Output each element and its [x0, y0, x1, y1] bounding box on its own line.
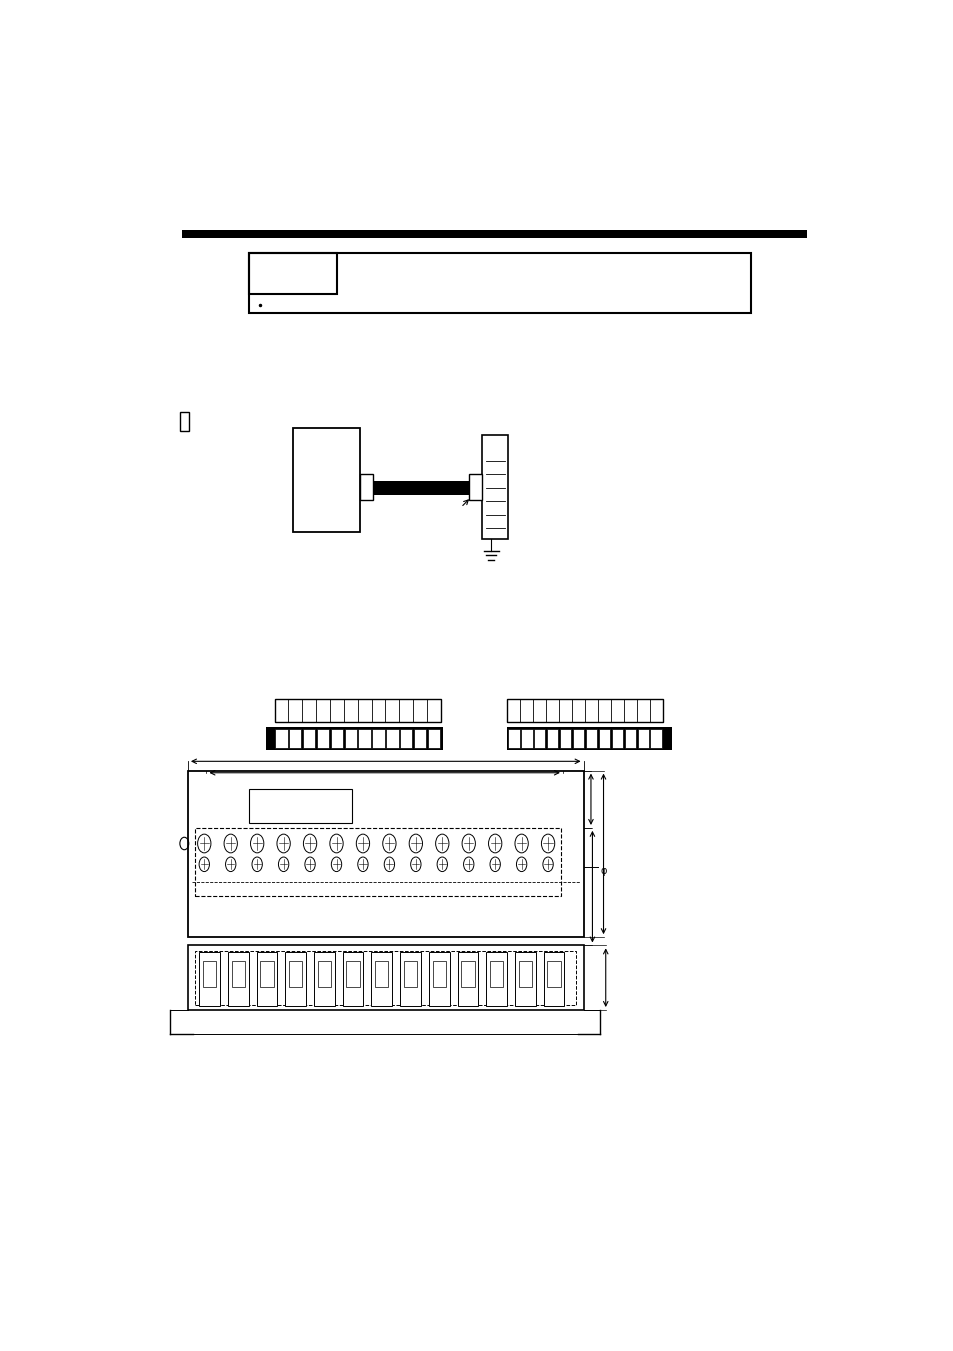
Bar [182, 230, 806, 238]
Bar [373, 481, 469, 494]
Bar [260, 961, 274, 986]
Bar [414, 730, 426, 748]
Bar [371, 951, 392, 1005]
Bar [293, 428, 359, 532]
Bar [303, 730, 315, 748]
Bar [515, 951, 536, 1005]
Bar [543, 951, 564, 1005]
Bar [486, 951, 506, 1005]
Bar [624, 730, 636, 748]
Bar [457, 951, 477, 1005]
Bar [490, 961, 503, 986]
Bar [180, 412, 190, 431]
Bar [585, 730, 597, 748]
Bar [482, 435, 508, 539]
Bar [195, 828, 560, 896]
Text: φ: φ [600, 866, 606, 875]
Bar [469, 474, 482, 500]
Bar [285, 951, 306, 1005]
Bar [508, 730, 519, 748]
Bar [344, 730, 356, 748]
Bar [559, 730, 571, 748]
Bar [203, 961, 216, 986]
Bar [375, 961, 388, 986]
Bar [637, 730, 648, 748]
Bar [199, 951, 219, 1005]
Bar [274, 698, 440, 721]
Bar [195, 951, 576, 1005]
Bar [403, 961, 416, 986]
Bar [289, 961, 302, 986]
Bar [359, 474, 373, 500]
Bar [432, 961, 445, 986]
Bar [461, 961, 474, 986]
Bar [228, 951, 249, 1005]
Bar [346, 961, 359, 986]
Bar [275, 730, 288, 748]
Bar [331, 730, 343, 748]
Bar [546, 730, 558, 748]
Bar [188, 770, 583, 938]
Bar [386, 730, 398, 748]
Bar [265, 727, 442, 750]
Bar [507, 727, 672, 750]
Bar [188, 946, 583, 1011]
Bar [598, 730, 610, 748]
Bar [232, 961, 245, 986]
Bar [650, 730, 661, 748]
Bar [249, 789, 352, 823]
Bar [507, 698, 662, 721]
Bar [427, 730, 439, 748]
Bar [518, 961, 532, 986]
Bar [429, 951, 449, 1005]
Bar [358, 730, 371, 748]
Bar [289, 730, 301, 748]
Bar [534, 730, 545, 748]
Bar [399, 730, 412, 748]
Bar [256, 951, 277, 1005]
Bar [399, 951, 420, 1005]
Bar [342, 951, 363, 1005]
Bar [249, 253, 337, 295]
Bar [314, 951, 335, 1005]
Bar [372, 730, 384, 748]
Bar [611, 730, 622, 748]
Bar [572, 730, 583, 748]
Bar [249, 253, 751, 313]
Bar [316, 730, 329, 748]
Bar [520, 730, 532, 748]
Bar [547, 961, 560, 986]
Bar [317, 961, 331, 986]
